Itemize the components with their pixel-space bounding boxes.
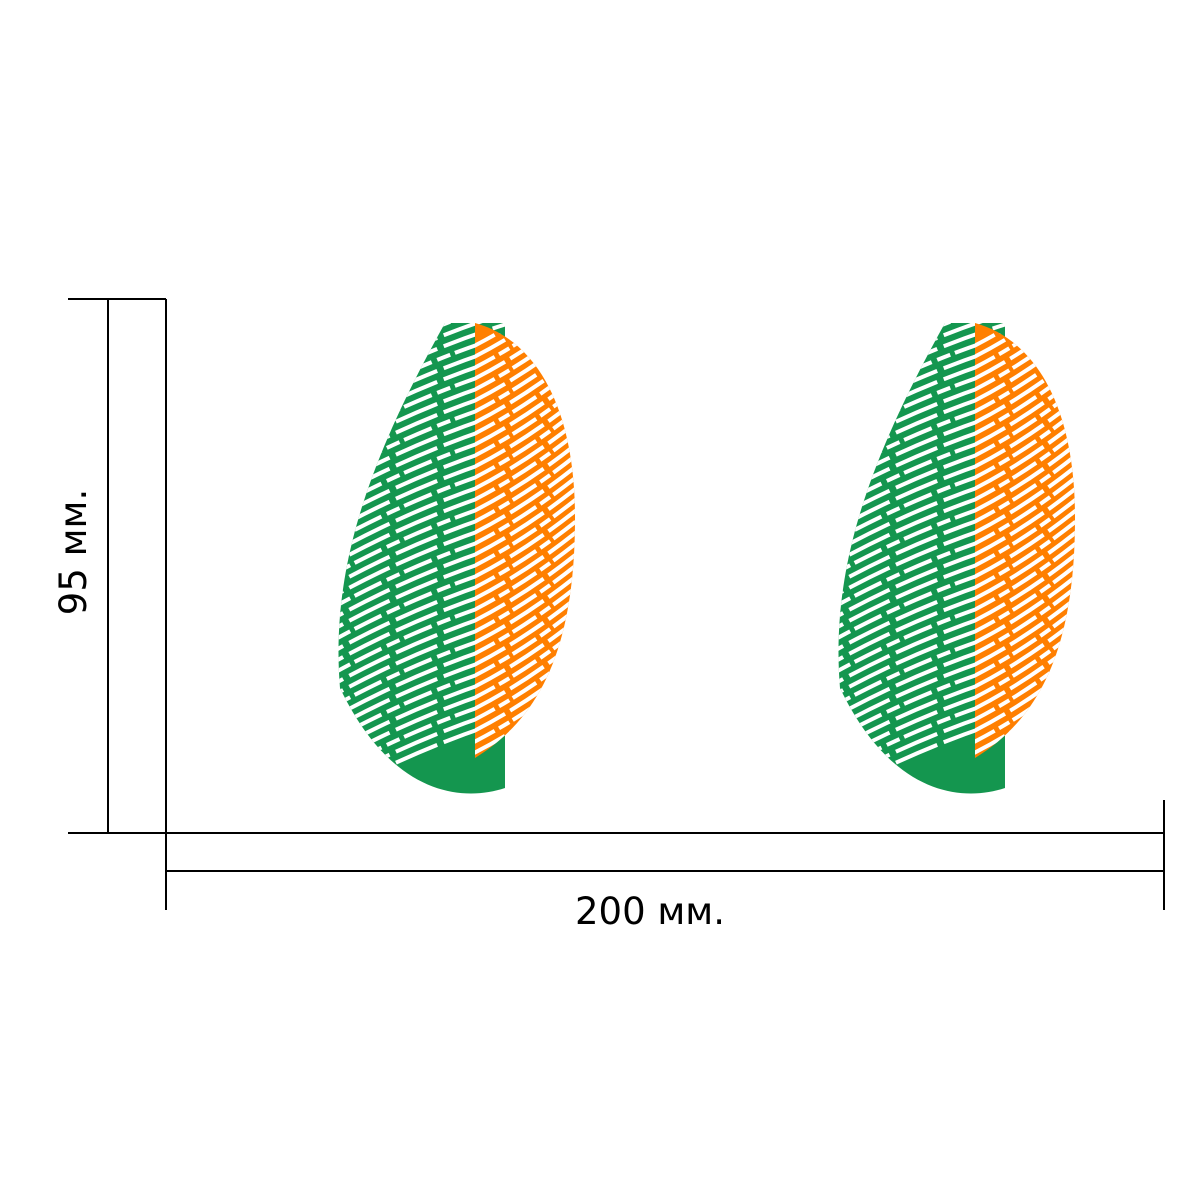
width-label: 200 мм.: [575, 890, 725, 933]
fingerprint-ridge: [975, 332, 1075, 416]
fingerprint-ridge: [475, 323, 575, 405]
fingerprint-ridge: [975, 596, 1075, 680]
fingerprint-ridge: [475, 354, 575, 438]
fingerprint-ridge: [475, 486, 575, 570]
fingerprint-ridge: [475, 530, 575, 614]
fingerprint-ridge: [975, 453, 1075, 537]
fingerprint-ridge: [475, 552, 575, 636]
fingerprint-ridge: [975, 343, 1075, 427]
fingerprint-ridge: [475, 585, 575, 669]
height-dimension: [68, 298, 167, 834]
fingerprint-ridge: [975, 398, 1075, 482]
fingerprint-ridge: [975, 323, 1075, 405]
fingerprint-ridge: [475, 618, 575, 702]
fingerprint-ridge: [475, 475, 575, 559]
fingerprint-ridge: [475, 398, 575, 482]
fingerprint-ridge: [975, 563, 1075, 647]
fingerprint-ridge: [975, 585, 1075, 669]
fingerprint-ridge: [475, 365, 575, 449]
fingerprint-ridge: [975, 541, 1075, 625]
fingerprint-ridge: [475, 376, 575, 460]
fingerprint-ridge: [475, 442, 575, 526]
fingerprint-ridge: [475, 387, 575, 471]
fingerprint-ridge: [475, 332, 575, 416]
fingerprint-ridge: [975, 409, 1075, 493]
fingerprint-ridge: [475, 607, 575, 691]
fingerprint-ridge: [475, 409, 575, 493]
fingerprint-flag-1: [338, 323, 575, 794]
fingerprint-ridge: [975, 530, 1075, 614]
fingerprint-ridge: [475, 323, 575, 350]
fingerprint-ridge: [475, 420, 575, 504]
fingerprint-ridge: [975, 519, 1075, 603]
fingerprint-ridge: [975, 574, 1075, 658]
fingerprint-ridge: [475, 563, 575, 647]
fingerprint-ridge: [975, 508, 1075, 592]
fingerprint-ridge: [475, 497, 575, 581]
fingerprint-ridge: [975, 629, 1075, 713]
fingerprint-ridge: [475, 519, 575, 603]
fingerprint-ridge: [975, 607, 1075, 691]
fingerprint-ridge: [475, 541, 575, 625]
fingerprint-ridge: [975, 387, 1075, 471]
fingerprint-ridge: [975, 376, 1075, 460]
fingerprint-ridge: [475, 640, 575, 724]
fingerprint-ridge: [975, 618, 1075, 702]
fingerprint-ridge: [975, 323, 1075, 350]
fingerprint-ridge: [475, 508, 575, 592]
fingerprint-ridge: [975, 464, 1075, 548]
fingerprint-ridge: [475, 464, 575, 548]
fingerprint-ridge: [975, 420, 1075, 504]
fingerprint-ridge: [975, 651, 1075, 735]
fingerprint-ridge: [475, 651, 575, 735]
fingerprint-ridge: [475, 431, 575, 515]
height-label: 95 мм.: [52, 488, 95, 616]
fingerprint-ridge: [475, 453, 575, 537]
fingerprint-ridge: [975, 486, 1075, 570]
fingerprint-ridge: [975, 475, 1075, 559]
fingerprint-ridge: [975, 497, 1075, 581]
fingerprint-right-half: [475, 323, 575, 758]
fingerprint-ridge: [975, 354, 1075, 438]
fingerprint-ridge: [475, 629, 575, 713]
fingerprint-ridge: [475, 596, 575, 680]
fingerprint-ridge: [475, 574, 575, 658]
fingerprint-ridge: [975, 552, 1075, 636]
fingerprint-ridge: [975, 365, 1075, 449]
width-dimension: [165, 800, 1165, 910]
fingerprint-ridge: [975, 431, 1075, 515]
fingerprint-ridge: [975, 442, 1075, 526]
fingerprint-ridge: [975, 640, 1075, 724]
fingerprint-ridge: [475, 343, 575, 427]
